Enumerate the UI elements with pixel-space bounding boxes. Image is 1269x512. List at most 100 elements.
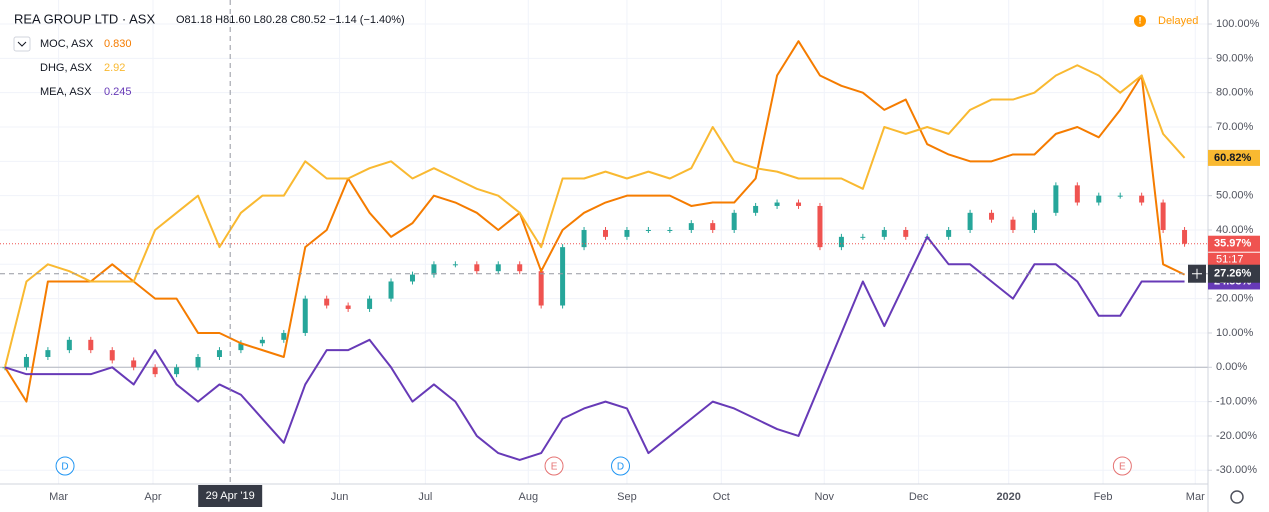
candle-body (216, 350, 222, 357)
candle-body (66, 339, 72, 351)
x-tick-label: Dec (909, 491, 929, 503)
y-tick-label: -10.00% (1216, 396, 1257, 408)
legend-toggle-icon (17, 41, 27, 47)
legend-name: DHG, ASX (40, 62, 93, 74)
event-marker (544, 456, 564, 476)
candle-body (753, 205, 759, 213)
legend-value: 0.245 (104, 86, 132, 98)
candle-body (259, 339, 265, 344)
x-tick-label: Aug (519, 491, 539, 503)
legend-name: MEA, ASX (40, 86, 92, 98)
plot (2, 40, 1188, 461)
y-tick-label: 90.00% (1216, 52, 1254, 64)
settings-icon[interactable] (1230, 490, 1244, 504)
countdown-box (1208, 252, 1260, 267)
candle-body (88, 339, 94, 351)
candle-body (946, 229, 952, 237)
series-line (4, 235, 1185, 461)
candle-body (731, 212, 737, 230)
candle-body (1010, 219, 1016, 230)
candle-body (1117, 195, 1123, 197)
y-tick-label: 80.00% (1216, 87, 1254, 99)
event-label: D (61, 462, 68, 473)
candle-body (238, 343, 244, 351)
candle-body (474, 264, 480, 272)
price-label-box (1208, 149, 1260, 166)
legend-name: MOC, ASX (40, 38, 94, 50)
candle-body (131, 360, 137, 368)
candle-body (302, 298, 308, 333)
legend-toggle[interactable] (13, 36, 31, 52)
candle-body (1139, 195, 1145, 203)
candle-body (45, 350, 51, 357)
candle-body (838, 236, 844, 248)
candle-body (517, 264, 523, 272)
candle-body (796, 202, 802, 206)
candle-body (603, 229, 608, 237)
y-tick-label: 100.00% (1216, 18, 1260, 30)
candle-body (195, 356, 201, 368)
candle-body (903, 229, 909, 237)
candle-body (581, 229, 587, 248)
x-tick-label: Mar (1186, 491, 1205, 503)
candle-body (688, 223, 694, 230)
candle-body (860, 236, 866, 238)
x-tick-label: Jun (331, 491, 349, 503)
event-label: E (1119, 462, 1126, 473)
y-tick-label: 10.00% (1216, 327, 1254, 339)
candle-body (431, 264, 437, 275)
crosshair-x-label: 29 Apr '19 (206, 490, 255, 502)
delayed-status: Delayed (1158, 15, 1198, 27)
candle-body (1182, 229, 1188, 244)
symbol-title: REA GROUP LTD · ASX (14, 11, 155, 26)
crosshair-y-label-box (1208, 264, 1260, 283)
event-label: D (617, 462, 624, 473)
legend-value: 2.92 (104, 62, 125, 74)
candle-body (281, 332, 287, 340)
candle-body (388, 281, 394, 299)
candle-body (774, 202, 780, 206)
candle-body (495, 264, 501, 272)
event-label: E (551, 462, 558, 473)
candle-body (624, 229, 630, 237)
y-tick-label: -20.00% (1216, 430, 1257, 442)
candle-body (1096, 195, 1102, 203)
y-tick-label: -30.00% (1216, 464, 1257, 476)
candle-body (367, 298, 373, 309)
x-tick-label: Sep (617, 491, 637, 503)
candle-body (1074, 185, 1080, 203)
candle-body (817, 205, 823, 248)
y-tick-label: 0.00% (1216, 361, 1247, 373)
y-tick-label: 20.00% (1216, 293, 1254, 305)
grid (0, 0, 1208, 484)
price-label-box (1208, 235, 1260, 252)
y-tick-label: 50.00% (1216, 190, 1254, 202)
candle-body (881, 229, 887, 237)
candle-body (174, 367, 180, 375)
delayed-icon (1134, 15, 1146, 27)
x-tick-label: Jul (418, 491, 432, 503)
price-label: 60.82% (1214, 152, 1252, 164)
event-marker (611, 456, 631, 476)
candle-body (710, 223, 716, 230)
candle-body (23, 356, 29, 368)
quote: O81.18 H81.60 L80.28 C80.52 −1.14 (−1.40… (176, 14, 405, 26)
delayed-icon-glyph: ! (1139, 15, 1142, 25)
price-label: 35.97% (1214, 238, 1252, 250)
legend-value: 0.830 (104, 38, 132, 50)
event-marker (1112, 456, 1132, 476)
candle-body (989, 212, 995, 220)
candle-body (1160, 202, 1166, 230)
countdown: 51:17 (1216, 254, 1244, 266)
candle-body (560, 247, 566, 306)
candle-body (967, 212, 973, 230)
series-line (4, 40, 1185, 403)
x-tick-label: Feb (1094, 491, 1113, 503)
candle-body (409, 274, 415, 282)
x-tick-label: Mar (49, 491, 68, 503)
candle-body (345, 305, 351, 309)
crosshair-x-label-box (198, 485, 263, 507)
candle-body (667, 229, 673, 231)
